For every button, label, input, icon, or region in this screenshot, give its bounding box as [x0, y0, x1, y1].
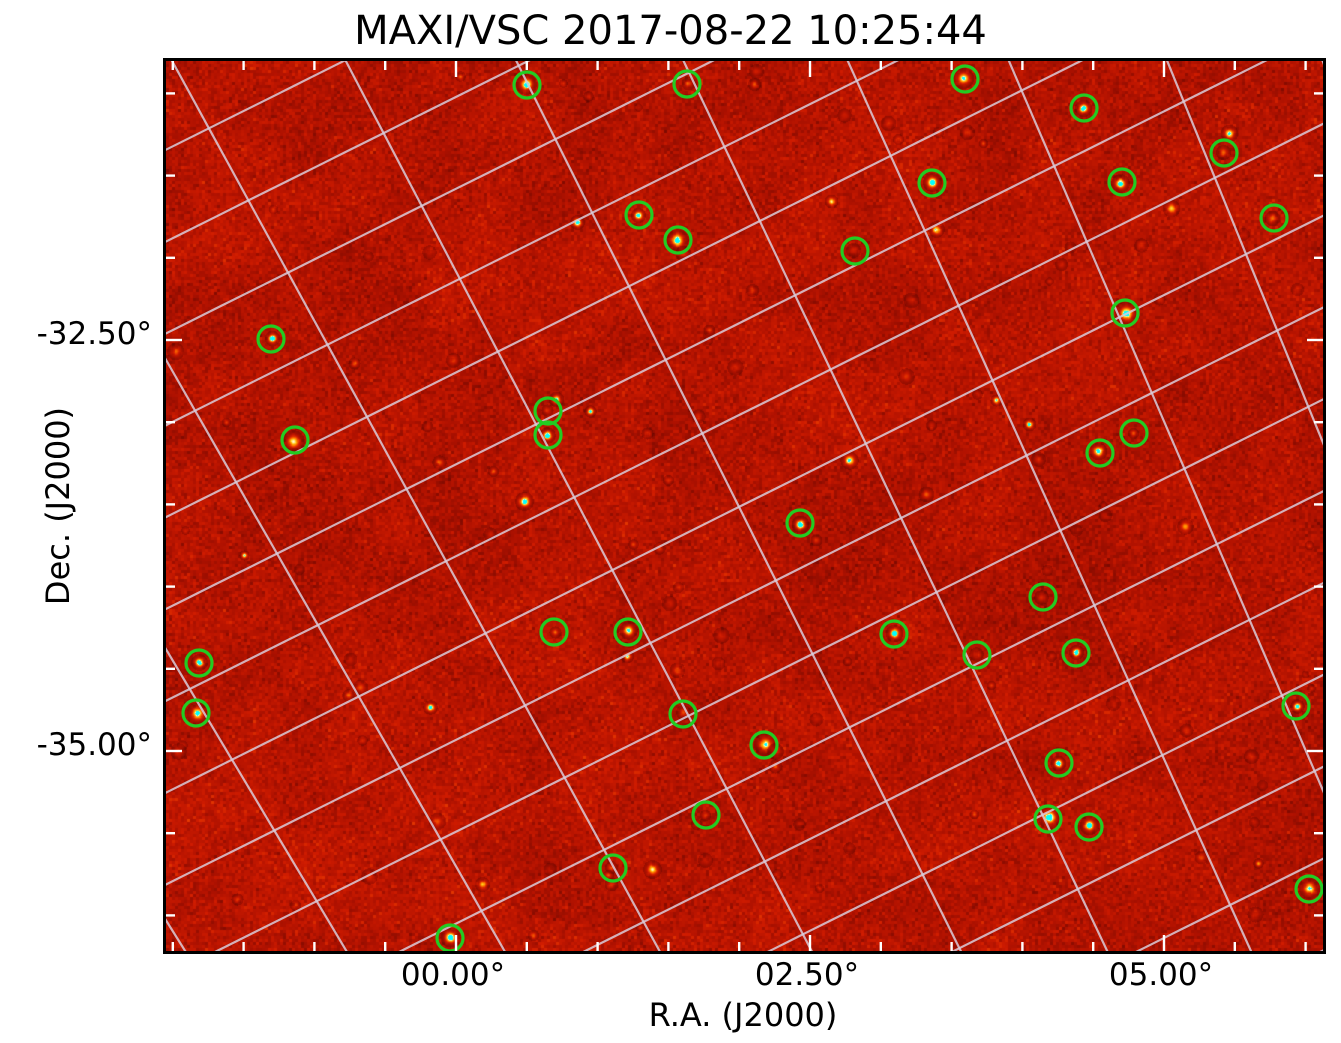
source-marker-circle[interactable] — [962, 640, 992, 670]
coordinate-grid — [166, 61, 1323, 951]
source-marker-circle[interactable] — [1069, 93, 1099, 123]
source-marker-circle[interactable] — [1119, 418, 1149, 448]
source-marker-circle[interactable] — [917, 168, 947, 198]
grid-line-ra — [344, 61, 813, 951]
source-marker-circle[interactable] — [1259, 203, 1289, 233]
source-marker-circle[interactable] — [1044, 748, 1074, 778]
source-marker-circle[interactable] — [181, 698, 211, 728]
source-marker-circle[interactable] — [533, 396, 563, 426]
grid-line-ra — [1188, 61, 1324, 951]
source-marker-circle[interactable] — [598, 853, 628, 883]
source-marker-circle[interactable] — [749, 730, 779, 760]
source-marker-circle[interactable] — [256, 324, 286, 354]
source-marker-circle[interactable] — [512, 70, 542, 100]
grid-line-dec — [166, 624, 1323, 951]
source-marker-circle[interactable] — [280, 425, 310, 455]
source-marker-circle[interactable] — [435, 923, 465, 951]
grid-line-ra — [166, 918, 187, 951]
grid-line-dec — [166, 61, 531, 243]
grid-line-dec — [166, 61, 715, 335]
source-marker-circle[interactable] — [672, 69, 702, 99]
grid-line-dec — [214, 398, 1323, 951]
grid-line-ra — [166, 194, 363, 951]
source-marker-circle[interactable] — [950, 64, 980, 94]
grid-line-dec — [166, 61, 1323, 406]
source-marker-circle[interactable] — [1209, 138, 1239, 168]
source-marker-circle[interactable] — [1107, 167, 1137, 197]
figure-title: MAXI/VSC 2017-08-22 10:25:44 — [354, 8, 987, 54]
source-marker-circle[interactable] — [184, 648, 214, 678]
grid-line-dec — [166, 705, 1323, 951]
y-axis-title: Dec. (J2000) — [39, 406, 77, 606]
grid-line-dec — [951, 765, 1323, 951]
source-marker-circle[interactable] — [1085, 438, 1115, 468]
grid-line-dec — [166, 214, 1323, 794]
x-axis-tick-labels: 00.00° 02.50° 05.00° — [0, 957, 1341, 1001]
source-marker-circle[interactable] — [1033, 804, 1063, 834]
source-marker-group — [181, 64, 1323, 951]
source-marker-circle[interactable] — [539, 617, 569, 647]
y-tick-label: -32.50° — [36, 316, 152, 352]
source-marker-circle[interactable] — [1061, 638, 1091, 668]
source-marker-circle[interactable] — [691, 800, 721, 830]
grid-line-ra — [166, 123, 475, 951]
source-marker-circle[interactable] — [840, 236, 870, 266]
grid-line-dec — [582, 581, 1323, 951]
grid-line-ra — [170, 61, 661, 951]
y-tick-label: -35.00° — [36, 727, 152, 763]
grid-line-dec — [166, 61, 1323, 540]
x-tick-label: 05.00° — [1108, 957, 1214, 993]
source-marker-circle[interactable] — [663, 225, 693, 255]
grid-line-dec — [166, 306, 1323, 886]
grid-line-dec — [767, 673, 1323, 951]
source-marker-circle[interactable] — [533, 420, 563, 450]
x-axis-title: R.A. (J2000) — [648, 996, 838, 1034]
source-marker-circle[interactable] — [624, 200, 654, 230]
source-marker-circle[interactable] — [668, 699, 698, 729]
grid-line-dec — [166, 61, 1268, 611]
x-tick-label: 02.50° — [754, 957, 860, 993]
sky-image-axes[interactable] — [163, 58, 1326, 954]
source-marker-circle[interactable] — [1281, 691, 1311, 721]
grid-line-ra — [682, 61, 1109, 951]
grid-line-dec — [398, 490, 1323, 951]
sky-image-heatmap — [166, 61, 1323, 951]
source-marker-circle[interactable] — [879, 619, 909, 649]
grid-line-ra — [1007, 61, 1323, 794]
x-tick-label: 00.00° — [400, 957, 506, 993]
source-marker-circle[interactable] — [1294, 874, 1323, 904]
grid-line-dec — [166, 61, 1084, 519]
grid-and-source-overlay — [166, 61, 1323, 951]
source-marker-circle[interactable] — [1028, 582, 1058, 612]
axis-tick-marks — [166, 61, 1323, 951]
grid-line-dec — [166, 61, 899, 427]
grid-line-dec — [1135, 857, 1323, 951]
grid-line-ra — [846, 61, 1253, 951]
source-marker-circle[interactable] — [613, 617, 643, 647]
source-marker-circle[interactable] — [1074, 812, 1104, 842]
source-marker-circle[interactable] — [1110, 298, 1140, 328]
grid-line-ra — [1321, 61, 1323, 66]
source-marker-circle[interactable] — [785, 508, 815, 538]
grid-line-dec — [166, 122, 1323, 703]
grid-line-dec — [166, 61, 1323, 606]
y-axis-tick-labels: -32.50° -35.00° — [0, 0, 152, 1043]
grid-line-ra — [1166, 61, 1323, 446]
